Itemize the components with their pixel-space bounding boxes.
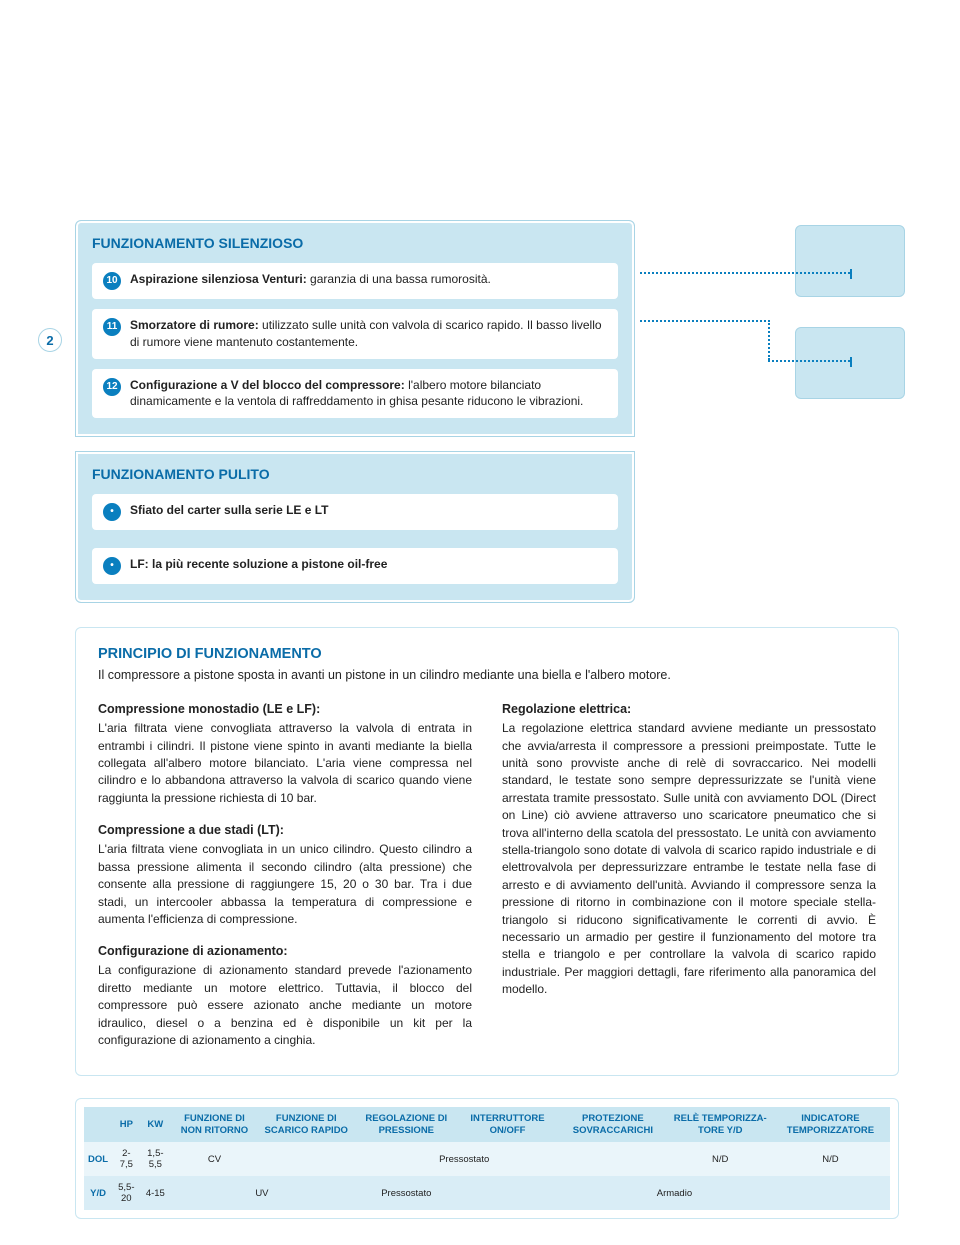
subsection-heading: Regolazione elettrica: [502,700,876,718]
feature-box-title: FUNZIONAMENTO SILENZIOSO [92,235,618,251]
th: FUNZIONE DI NON RITORNO [170,1107,259,1142]
table-row: Y/D 5,5-20 4-15 UV Pressostato Armadio [84,1176,890,1210]
connector-line [640,272,850,274]
td: N/D [771,1142,890,1176]
row-label: Y/D [84,1176,112,1210]
td: 5,5-20 [112,1176,141,1210]
subsection-heading: Compressione monostadio (LE e LF): [98,700,472,718]
th: FUNZIONE DI SCARICO RAPIDO [259,1107,354,1142]
feature-box-silent: FUNZIONAMENTO SILENZIOSO 10 Aspirazione … [75,220,635,437]
paragraph: La configurazione di azionamento standar… [98,962,472,1049]
th: KW [141,1107,171,1142]
td: 1,5-5,5 [141,1142,171,1176]
td: 4-15 [141,1176,171,1210]
principle-title: PRINCIPIO DI FUNZIONAMENTO [98,646,876,662]
connector-line [768,320,770,360]
row-label: DOL [84,1142,112,1176]
feature-text: LF: la più recente soluzione a pistone o… [130,556,608,573]
left-column: Compressione monostadio (LE e LF): L'ari… [98,700,472,1053]
td: CV [170,1142,259,1176]
feature-item: 11 Smorzatore di rumore: utilizzato sull… [92,309,618,359]
paragraph: L'aria filtrata viene convogliata attrav… [98,720,472,807]
th [84,1107,112,1142]
feature-item: 10 Aspirazione silenziosa Venturi: garan… [92,263,618,299]
th: REGOLAZIONE DI PRESSIONE [354,1107,459,1142]
two-column-layout: Compressione monostadio (LE e LF): L'ari… [98,700,876,1053]
page: 2 FUNZIONAMENTO SILENZIOSO 10 Aspirazion… [0,0,960,1219]
feature-item: 12 Configurazione a V del blocco del com… [92,369,618,419]
side-image-placeholder [795,225,905,297]
main-column: FUNZIONAMENTO SILENZIOSO 10 Aspirazione … [0,0,640,603]
side-images [660,225,920,399]
td: Pressostato [354,1176,459,1210]
num-badge: 11 [102,317,122,337]
num-badge: 12 [102,377,122,397]
th: INDICATORE TEMPORIZZATORE [771,1107,890,1142]
paragraph: L'aria filtrata viene convogliata in un … [98,841,472,928]
feature-text: Smorzatore di rumore: utilizzato sulle u… [130,317,608,351]
side-column [660,0,920,429]
feature-text: Aspirazione silenziosa Venturi: garanzia… [130,271,608,288]
paragraph: La regolazione elettrica standard avvien… [502,720,876,998]
right-column: Regolazione elettrica: La regolazione el… [502,700,876,1053]
bullet-badge: • [102,502,122,522]
subsection-heading: Configurazione di azionamento: [98,942,472,960]
principle-box: PRINCIPIO DI FUNZIONAMENTO Il compressor… [75,627,899,1076]
feature-text: Sfiato del carter sulla serie LE e LT [130,502,608,519]
th: PROTEZIONE SOVRACCARICHI [556,1107,669,1142]
td: Armadio [459,1176,890,1210]
connector-line [640,320,770,322]
td: UV [170,1176,354,1210]
table-head: HP KW FUNZIONE DI NON RITORNO FUNZIONE D… [84,1107,890,1142]
num-badge: 10 [102,271,122,291]
feature-box-title: FUNZIONAMENTO PULITO [92,466,618,482]
principle-intro: Il compressore a pistone sposta in avant… [98,668,876,682]
th: HP [112,1107,141,1142]
feature-text: Configurazione a V del blocco del compre… [130,377,608,411]
table-row: DOL 2-7,5 1,5-5,5 CV Pressostato N/D N/D [84,1142,890,1176]
table: HP KW FUNZIONE DI NON RITORNO FUNZIONE D… [84,1107,890,1210]
feature-box-clean: FUNZIONAMENTO PULITO • Sfiato del carter… [75,451,635,603]
table-body: DOL 2-7,5 1,5-5,5 CV Pressostato N/D N/D… [84,1142,890,1210]
td: Pressostato [259,1142,670,1176]
td: 2-7,5 [112,1142,141,1176]
feature-item: • LF: la più recente soluzione a pistone… [92,548,618,584]
connector-line [768,360,850,362]
feature-item: • Sfiato del carter sulla serie LE e LT [92,494,618,530]
content-row: FUNZIONAMENTO SILENZIOSO 10 Aspirazione … [0,0,960,603]
section-number-badge: 2 [38,328,62,352]
subsection-heading: Compressione a due stadi (LT): [98,821,472,839]
th: INTERRUTTORE ON/OFF [459,1107,556,1142]
bullet-badge: • [102,556,122,576]
td: N/D [670,1142,771,1176]
comparison-table: HP KW FUNZIONE DI NON RITORNO FUNZIONE D… [75,1098,899,1219]
th: RELÈ TEMPORIZZA-TORE Y/D [670,1107,771,1142]
